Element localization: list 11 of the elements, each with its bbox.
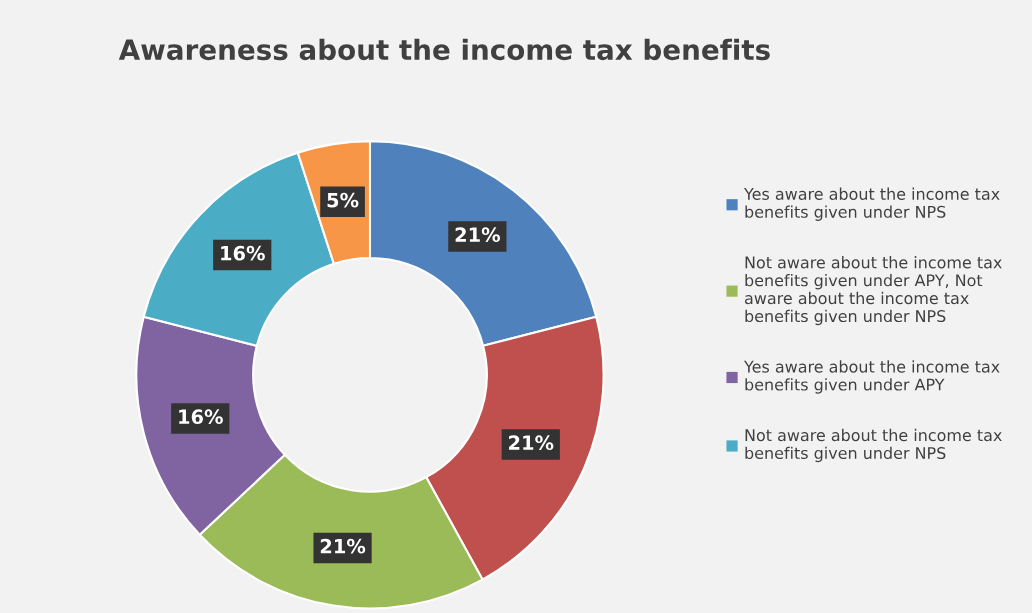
data-label: 5% xyxy=(327,192,359,208)
data-label: 21% xyxy=(455,227,501,243)
data-label: 21% xyxy=(320,538,366,554)
legend-label: Not aware about the income tax benefits given under NPS xyxy=(745,428,1002,463)
data-label: 16% xyxy=(221,245,265,261)
legend-label: Not aware about the income tax benefits given under APY, Not aware about the income tax benefits given under NPS xyxy=(744,256,1002,326)
data-label: 21% xyxy=(509,435,554,451)
legend-label: Yes aware about the income tax benefits given under NPS xyxy=(743,187,1000,221)
chart-title: Awareness about the income tax benefits xyxy=(118,38,770,61)
legend-label: Yes aware about the income tax benefits given under APY xyxy=(743,360,1000,394)
data-label: 16% xyxy=(179,409,223,425)
